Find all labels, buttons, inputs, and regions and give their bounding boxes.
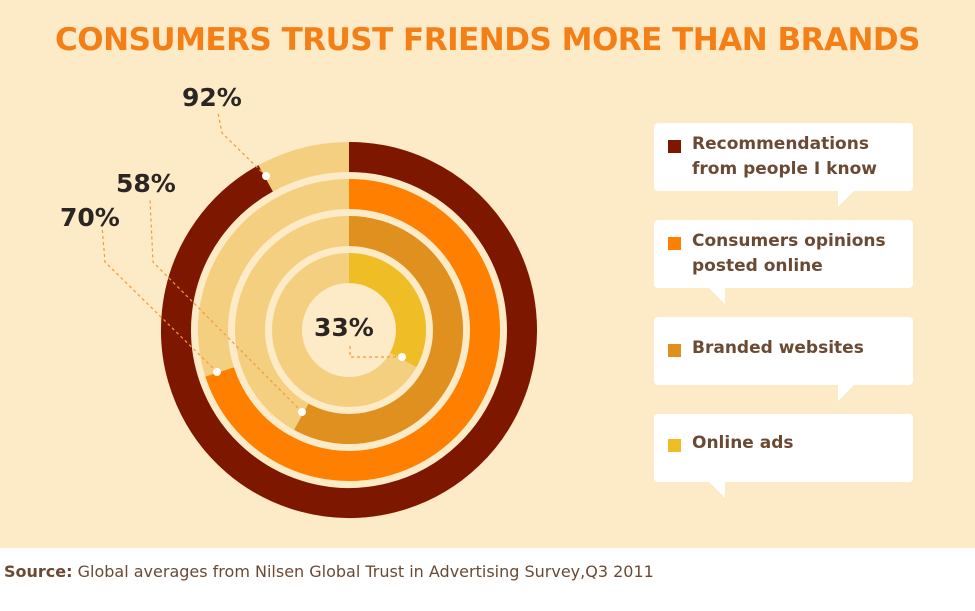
- callout-line: [149, 199, 303, 413]
- legend-item-branded-websites: Branded websites: [654, 317, 913, 385]
- callout-line: [101, 225, 218, 373]
- legend-item-online-ads: Online ads: [654, 414, 913, 482]
- legend-tail: [838, 385, 854, 401]
- legend-swatch: [668, 140, 681, 153]
- legend-swatch: [668, 344, 681, 357]
- legend-label: Recommendations from people I know: [692, 134, 877, 179]
- source-text: Global averages from Nilsen Global Trust…: [77, 562, 654, 581]
- legend-label: Branded websites: [692, 338, 864, 358]
- callout-dot: [262, 172, 270, 180]
- callout-line: [217, 112, 267, 177]
- legend-tail: [709, 482, 725, 498]
- value-label: 58%: [116, 169, 176, 198]
- legend-tail: [709, 288, 725, 304]
- chart-title: CONSUMERS TRUST FRIENDS MORE THAN BRANDS: [55, 22, 920, 58]
- source-label: Source:: [4, 562, 73, 581]
- value-label: 33%: [314, 313, 374, 342]
- ring-bar-2: [205, 179, 500, 481]
- source-note: Source: Global averages from Nilsen Glob…: [4, 562, 654, 581]
- ring-bar-3: [294, 216, 463, 444]
- legend-swatch: [668, 439, 681, 452]
- legend-label: Online ads: [692, 433, 794, 453]
- callout-dot: [398, 353, 406, 361]
- radial-chart: 92% 70% 58% 33%: [60, 83, 537, 518]
- ring-bar-1: [161, 142, 537, 518]
- callout-dot: [298, 408, 306, 416]
- callout-line: [349, 343, 402, 358]
- ring-bar-4: [348, 253, 426, 368]
- legend-swatch: [668, 237, 681, 250]
- legend-tail: [838, 191, 854, 207]
- callout-dot: [213, 368, 221, 376]
- value-label: 92%: [182, 83, 242, 112]
- legend-item-recommendations: Recommendations from people I know: [654, 123, 913, 191]
- legend-label: Consumers opinions posted online: [692, 231, 886, 276]
- legend-item-consumer-opinions: Consumers opinions posted online: [654, 220, 913, 288]
- value-label: 70%: [60, 203, 120, 232]
